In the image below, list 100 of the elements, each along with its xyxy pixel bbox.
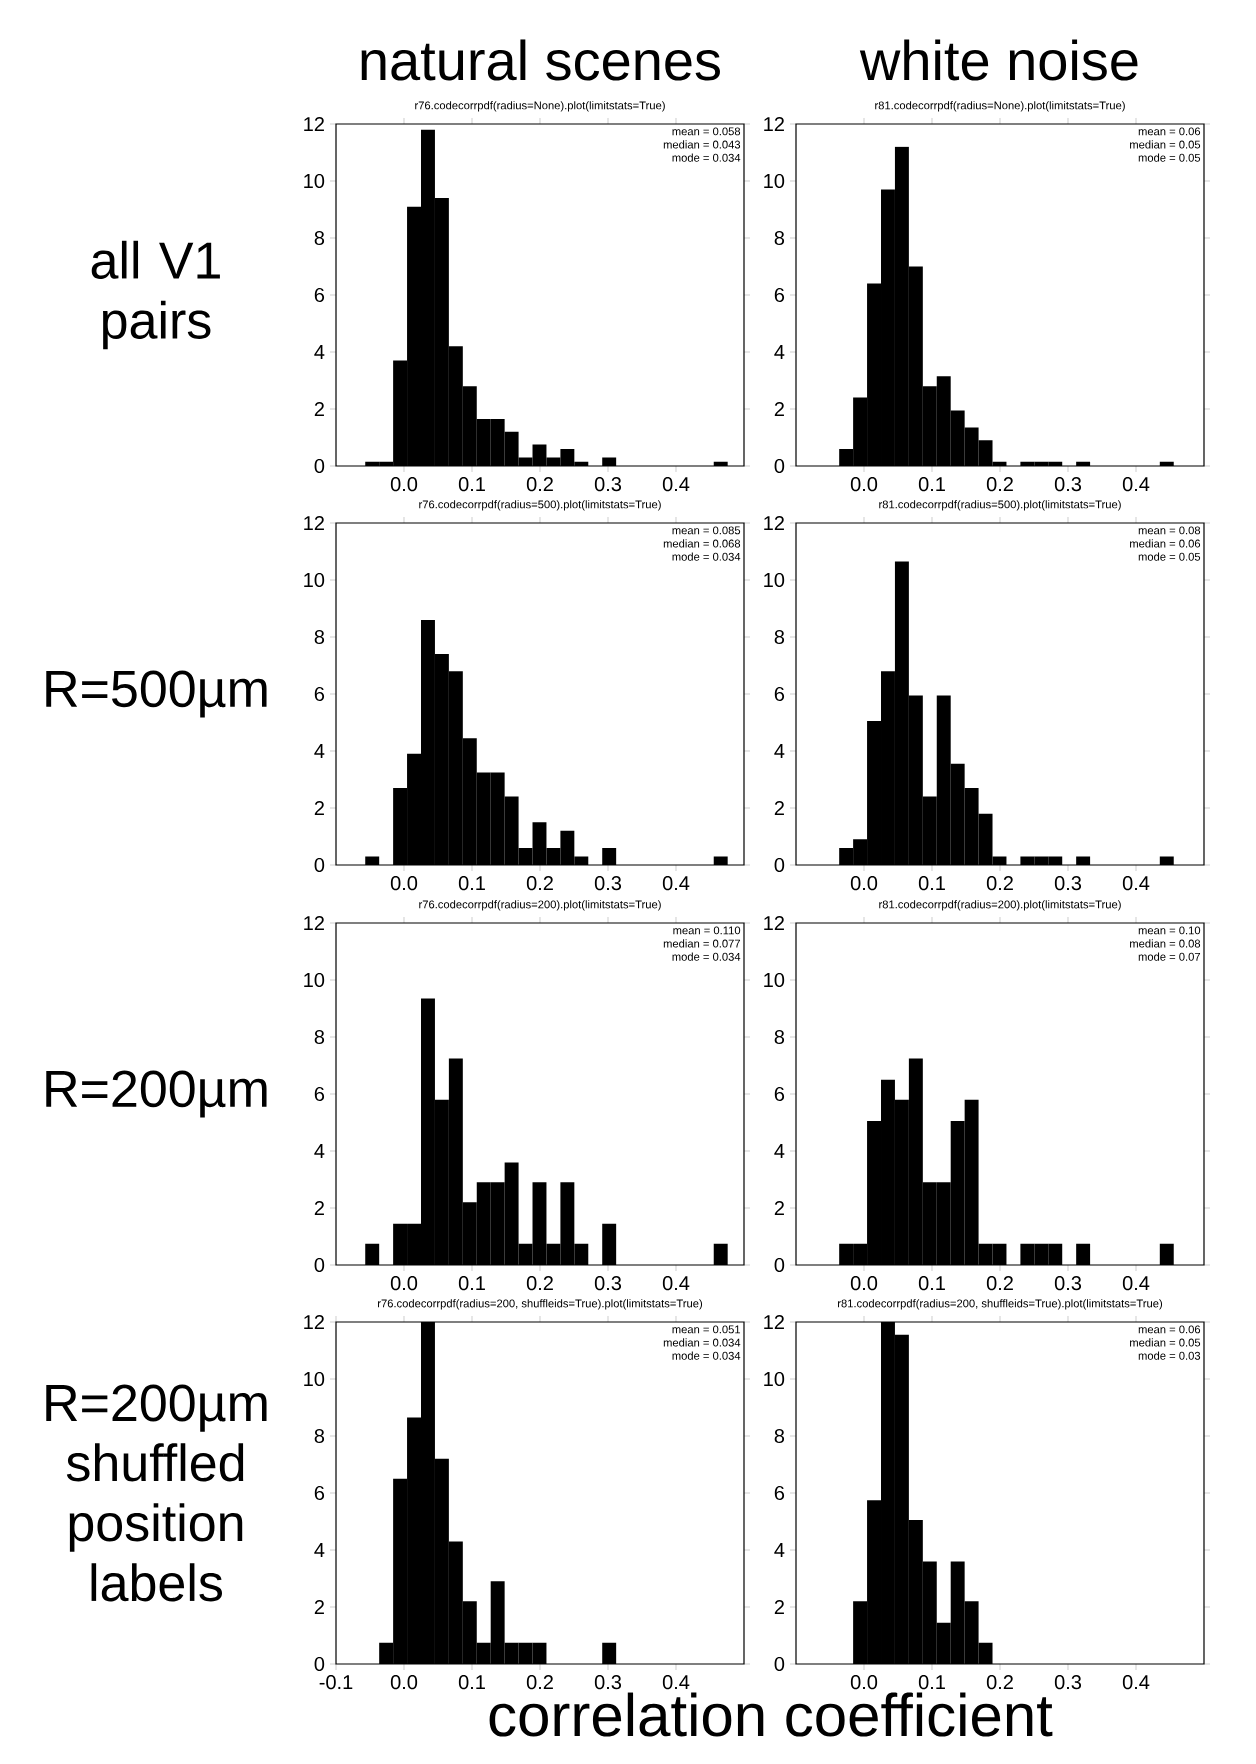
annotation: mean = 0.051	[672, 1325, 741, 1334]
y-tick-label: 12	[304, 1315, 324, 1329]
x-tick-label: 0.1	[458, 876, 485, 891]
annotation: median = 0.034	[663, 1338, 741, 1347]
x-tick-label: 0.3	[1054, 1675, 1082, 1690]
x-tick-label: 0.3	[594, 876, 622, 891]
y-tick-label: 8	[774, 1029, 785, 1045]
annotation: mean = 0.058	[672, 127, 741, 136]
y-tick-label: 4	[774, 1543, 785, 1557]
y-tick-label: 2	[774, 1201, 784, 1215]
x-tick-label: 0.0	[850, 1675, 878, 1690]
y-tick-label: 6	[314, 1485, 325, 1501]
chart-title: r76.codecorrpdf(radius=None).plot(limitstats=True)	[415, 101, 665, 112]
annotation: mean = 0.085	[672, 526, 741, 535]
x-tick-label: 0.4	[1122, 1675, 1150, 1690]
annotation: mode = 0.07	[1138, 952, 1201, 961]
y-tick-label: 6	[314, 686, 325, 702]
y-tick-label: 4	[774, 744, 785, 758]
y-tick-label: 2	[774, 1600, 784, 1614]
y-tick-label: 8	[774, 230, 785, 246]
y-tick-label: 6	[774, 686, 785, 702]
y-tick-label: 2	[314, 1600, 324, 1614]
y-tick-label: 4	[314, 1144, 325, 1158]
y-axis-title: all V1 pairs	[91, 240, 220, 350]
annotation: median = 0.05	[1130, 140, 1201, 149]
y-tick-label: 12	[764, 916, 784, 930]
y-tick-label: 10	[764, 572, 785, 588]
x-tick-label: 0.4	[1122, 477, 1150, 492]
x-tick-label: 0.2	[526, 1675, 553, 1690]
annotation: median = 0.06	[1130, 539, 1201, 548]
x-tick-label: 0.2	[526, 477, 553, 492]
y-tick-label: 8	[314, 1029, 325, 1045]
x-tick-label: 0.3	[594, 477, 622, 492]
x-tick-label: 0.2	[986, 1675, 1013, 1690]
y-tick-label: 6	[314, 287, 325, 303]
y-tick-label: 0	[314, 458, 325, 474]
x-tick-label: 0.3	[1054, 1276, 1082, 1291]
x-tick-label: 0.1	[918, 1276, 945, 1291]
x-tick-label: 0.3	[594, 1675, 622, 1690]
y-tick-label: 0	[774, 458, 785, 474]
x-tick-label: 0.2	[986, 477, 1013, 492]
x-tick-label: 0.2	[986, 1276, 1013, 1291]
y-tick-label: 6	[774, 1086, 785, 1102]
y-axis-title: R=200µm	[46, 1070, 267, 1118]
annotation: mode = 0.034	[672, 552, 741, 561]
annotation: mean = 0.10	[1138, 926, 1201, 935]
y-tick-label: 4	[774, 1144, 785, 1158]
x-tick-label: 0.1	[918, 477, 945, 492]
annotation: mean = 0.06	[1138, 1325, 1201, 1334]
y-tick-label: 12	[764, 1315, 784, 1329]
y-tick-label: 6	[774, 1485, 785, 1501]
x-tick-label: 0.0	[850, 477, 878, 492]
y-tick-label: 4	[314, 345, 325, 359]
y-tick-label: 10	[304, 972, 325, 988]
chart-title: r76.codecorrpdf(radius=200, shuffleids=True).plot(limitstats=True)	[378, 1299, 703, 1310]
y-tick-label: 12	[764, 516, 784, 530]
y-axis-title: R=500µm	[46, 670, 267, 718]
y-tick-label: 8	[314, 1428, 325, 1444]
y-tick-label: 0	[774, 1656, 785, 1672]
x-axis-title: correlation coefficient	[489, 1692, 1053, 1737]
y-tick-label: 0	[774, 1257, 785, 1273]
y-tick-label: 0	[314, 1257, 325, 1273]
y-tick-label: 2	[774, 801, 784, 815]
x-tick-label: 0.4	[662, 1675, 690, 1690]
chart-title: r76.codecorrpdf(radius=500).plot(limitstats=True)	[419, 500, 661, 511]
y-tick-label: 2	[314, 402, 324, 416]
y-tick-label: 0	[314, 1656, 325, 1672]
x-tick-label: 0.2	[526, 1276, 553, 1291]
x-tick-label: 0.0	[390, 1675, 418, 1690]
x-tick-label: 0.0	[850, 1276, 878, 1291]
y-tick-label: 10	[764, 1371, 785, 1387]
y-tick-label: 2	[774, 402, 784, 416]
annotation: mode = 0.034	[672, 952, 741, 961]
y-tick-label: 8	[314, 230, 325, 246]
y-tick-label: 2	[314, 1201, 324, 1215]
chart-title: r81.codecorrpdf(radius=200).plot(limitstats=True)	[879, 900, 1121, 911]
chart-title: r76.codecorrpdf(radius=200).plot(limitstats=True)	[419, 900, 661, 911]
annotation: mode = 0.05	[1138, 153, 1201, 162]
y-tick-label: 6	[774, 287, 785, 303]
y-tick-label: 12	[304, 516, 324, 530]
y-tick-label: 12	[304, 916, 324, 930]
annotation: mean = 0.08	[1138, 526, 1201, 535]
y-tick-label: 10	[764, 173, 785, 189]
annotation: mode = 0.034	[672, 1351, 741, 1360]
x-tick-label: -0.1	[319, 1675, 353, 1690]
x-tick-label: 0.3	[594, 1276, 622, 1291]
chart-title: r81.codecorrpdf(radius=500).plot(limitstats=True)	[879, 500, 1121, 511]
y-tick-label: 12	[764, 117, 784, 131]
y-tick-label: 0	[314, 857, 325, 873]
x-tick-label: 0.1	[458, 1675, 485, 1690]
y-tick-label: 8	[774, 1428, 785, 1444]
y-tick-label: 2	[314, 801, 324, 815]
x-tick-label: 0.4	[662, 1276, 690, 1291]
y-tick-label: 12	[304, 117, 324, 131]
y-tick-label: 0	[774, 857, 785, 873]
y-tick-label: 8	[774, 629, 785, 645]
y-tick-label: 4	[314, 744, 325, 758]
annotation: mean = 0.06	[1138, 127, 1201, 136]
chart-title: r81.codecorrpdf(radius=200, shuffleids=True).plot(limitstats=True)	[838, 1299, 1163, 1310]
x-tick-label: 0.0	[390, 1276, 418, 1291]
